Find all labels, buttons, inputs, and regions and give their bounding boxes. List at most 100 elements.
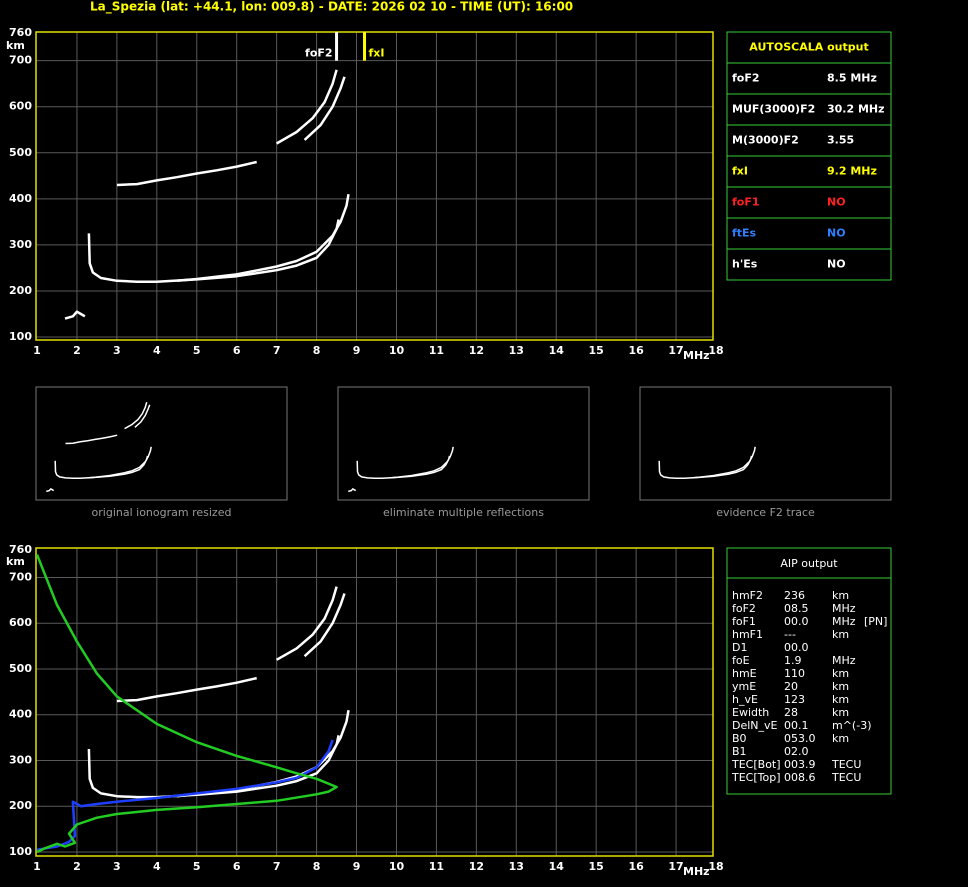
row-value: 3.55 bbox=[827, 134, 854, 147]
aip-cell: 1.9 bbox=[784, 654, 802, 667]
thumbnail-frame bbox=[639, 386, 892, 501]
trace bbox=[87, 735, 340, 799]
aip-cell: km bbox=[832, 589, 849, 602]
trace bbox=[35, 554, 338, 854]
y-tick-label: 300 bbox=[9, 753, 32, 766]
aip-cell: MHz bbox=[832, 602, 856, 615]
aip-cell: MHz bbox=[832, 615, 856, 628]
aip-cell: hmE bbox=[732, 667, 757, 680]
y-tick-label: 100 bbox=[9, 330, 32, 343]
aip-cell: 08.5 bbox=[784, 602, 809, 615]
plot-frame bbox=[35, 547, 714, 857]
x-tick-label: 18 bbox=[708, 344, 723, 357]
row-value: NO bbox=[827, 258, 846, 271]
x-tick-label: 3 bbox=[113, 860, 121, 873]
thumbnail-frame bbox=[337, 386, 590, 501]
aip-cell: B1 bbox=[732, 745, 747, 758]
aip-cell: hmF2 bbox=[732, 589, 763, 602]
aip-cell: foE bbox=[732, 654, 750, 667]
trace bbox=[303, 593, 346, 658]
row-name: foF2 bbox=[732, 72, 760, 85]
x-tick-label: 6 bbox=[233, 860, 241, 873]
x-tick-label: 11 bbox=[429, 344, 444, 357]
aip-cell: Ewidth bbox=[732, 706, 769, 719]
x-tick-label: 2 bbox=[73, 344, 81, 357]
aip-cell: 00.0 bbox=[784, 641, 809, 654]
thumbnail-caption: evidence F2 trace bbox=[716, 506, 815, 519]
y-tick-label: 500 bbox=[9, 146, 32, 159]
y-tick-label: 760 bbox=[9, 543, 32, 556]
aip-cell: h_vE bbox=[732, 693, 758, 706]
table-title: AIP output bbox=[780, 557, 838, 570]
x-tick-label: 9 bbox=[353, 860, 361, 873]
y-tick-label: 200 bbox=[9, 284, 32, 297]
x-tick-label: 14 bbox=[549, 860, 565, 873]
aip-cell: foF2 bbox=[732, 602, 756, 615]
x-tick-label: 9 bbox=[353, 344, 361, 357]
x-tick-label: 17 bbox=[668, 344, 683, 357]
aip-cell: 20 bbox=[784, 680, 798, 693]
y-tick-label: 760 bbox=[9, 26, 32, 39]
row-value: NO bbox=[827, 196, 846, 209]
aip-cell: TECU bbox=[831, 758, 861, 771]
row-name: foF1 bbox=[732, 196, 760, 209]
x-tick-label: 4 bbox=[153, 860, 161, 873]
x-tick-label: 10 bbox=[389, 344, 405, 357]
aip-cell: km bbox=[832, 706, 849, 719]
x-tick-label: 1 bbox=[33, 860, 41, 873]
thumbnail-trace bbox=[46, 487, 55, 493]
x-tick-label: 15 bbox=[589, 860, 604, 873]
trace bbox=[36, 739, 334, 851]
y-tick-label: 100 bbox=[9, 845, 32, 858]
marker-label: fxI bbox=[369, 46, 385, 59]
row-name: MUF(3000)F2 bbox=[732, 103, 815, 116]
aip-cell: km bbox=[832, 628, 849, 641]
thumbnail-trace bbox=[134, 404, 151, 428]
aip-cell: hmF1 bbox=[732, 628, 763, 641]
thumbnail-trace bbox=[691, 446, 756, 479]
x-tick-label: 8 bbox=[313, 344, 321, 357]
x-tick-label: 6 bbox=[233, 344, 241, 357]
aip-cell: 123 bbox=[784, 693, 805, 706]
aip-cell: 110 bbox=[784, 667, 805, 680]
ionogram-chart: 1 2 3 4 5 6 7 8 9 10 11 12 13 14 15 16 17 181002003004005… bbox=[6, 26, 724, 362]
aip-cell: DelN_vE bbox=[732, 719, 778, 732]
x-tick-label: 8 bbox=[313, 860, 321, 873]
aip-cell: km bbox=[832, 667, 849, 680]
thumbnail: original ionogram resized bbox=[35, 386, 288, 519]
trace bbox=[176, 193, 350, 283]
x-tick-label: 1 bbox=[33, 344, 41, 357]
x-tick-label: 16 bbox=[628, 860, 644, 873]
aip-cell: km bbox=[832, 732, 849, 745]
row-name: fxI bbox=[732, 165, 748, 178]
row-name: h'Es bbox=[732, 258, 758, 271]
x-tick-label: 15 bbox=[589, 344, 604, 357]
plot-frame bbox=[35, 31, 714, 341]
row-value: 8.5 MHz bbox=[827, 72, 877, 85]
aip-cell: m^(-3) bbox=[832, 719, 871, 732]
thumbnail-frame bbox=[35, 386, 288, 501]
y-tick-label: 700 bbox=[9, 54, 32, 67]
aip-cell: --- bbox=[784, 628, 796, 641]
y-tick-label: 600 bbox=[9, 616, 32, 629]
aip-cell: 236 bbox=[784, 589, 805, 602]
row-value: 30.2 MHz bbox=[827, 103, 885, 116]
x-tick-label: 7 bbox=[273, 344, 281, 357]
x-tick-label: 11 bbox=[429, 860, 444, 873]
y-tick-label: 700 bbox=[9, 570, 32, 583]
aip-cell: 00.1 bbox=[784, 719, 809, 732]
aip-cell: 02.0 bbox=[784, 745, 809, 758]
thumbnail-trace bbox=[124, 401, 148, 430]
thumbnail-caption: original ionogram resized bbox=[92, 506, 232, 519]
x-tick-label: 14 bbox=[549, 344, 565, 357]
thumbnail-trace bbox=[65, 434, 118, 445]
y-tick-label: 400 bbox=[9, 192, 32, 205]
aip-cell: B0 bbox=[732, 732, 747, 745]
x-axis-label: MHz bbox=[683, 349, 710, 362]
trace bbox=[116, 676, 257, 703]
x-tick-label: 17 bbox=[668, 860, 683, 873]
aip-cell: TECU bbox=[831, 771, 861, 784]
trace bbox=[116, 160, 257, 187]
y-tick-label: 400 bbox=[9, 708, 32, 721]
x-tick-label: 3 bbox=[113, 344, 121, 357]
